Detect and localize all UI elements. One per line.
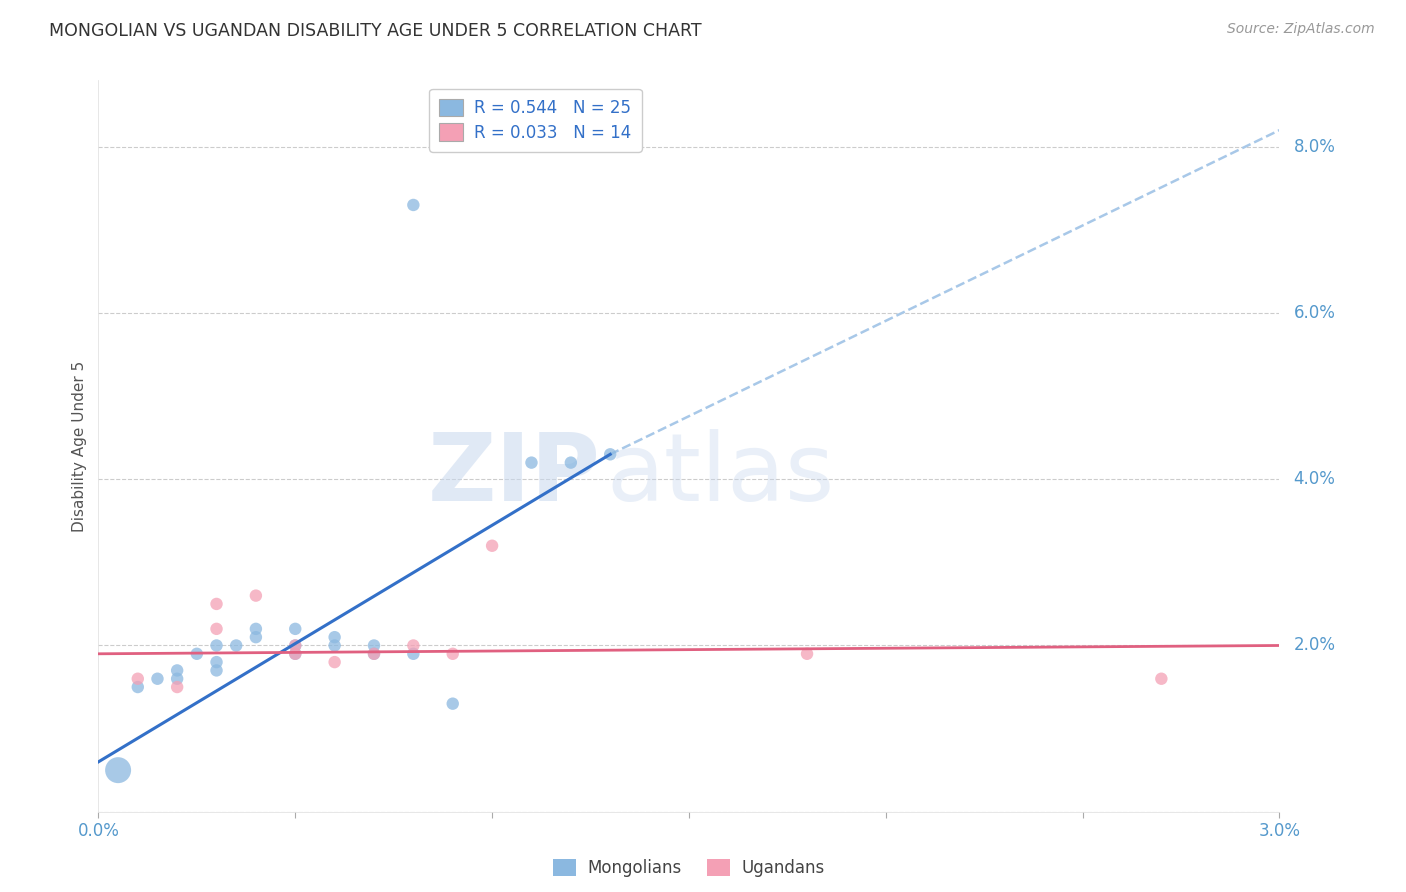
Point (323, 639, 346, 653)
Point (284, 622, 307, 636)
Point (481, 539, 503, 553)
Point (205, 655, 228, 669)
Point (205, 622, 228, 636)
Text: 4.0%: 4.0% (1294, 470, 1336, 488)
Point (284, 639, 307, 653)
Point (245, 589, 267, 603)
Point (284, 647, 307, 661)
Point (166, 664, 188, 678)
Point (1150, 672, 1173, 686)
Point (205, 639, 228, 653)
Text: 8.0%: 8.0% (1294, 137, 1336, 156)
Point (402, 639, 425, 653)
Point (245, 630, 267, 644)
Point (402, 647, 425, 661)
Text: 2.0%: 2.0% (1294, 637, 1336, 655)
Point (225, 639, 247, 653)
Point (402, 198, 425, 212)
Point (323, 655, 346, 669)
Legend: Mongolians, Ugandans: Mongolians, Ugandans (546, 853, 832, 884)
Point (127, 672, 149, 686)
Point (166, 680, 188, 694)
Y-axis label: Disability Age Under 5: Disability Age Under 5 (72, 360, 87, 532)
Point (441, 697, 464, 711)
Text: atlas: atlas (606, 429, 835, 521)
Point (363, 647, 385, 661)
Point (363, 647, 385, 661)
Point (127, 680, 149, 694)
Point (520, 456, 543, 470)
Point (205, 597, 228, 611)
Text: Source: ZipAtlas.com: Source: ZipAtlas.com (1227, 22, 1375, 37)
Point (796, 647, 818, 661)
Point (284, 647, 307, 661)
Point (441, 647, 464, 661)
Point (166, 672, 188, 686)
Point (560, 456, 582, 470)
Point (186, 647, 208, 661)
Point (599, 447, 621, 461)
Point (245, 622, 267, 636)
Point (146, 672, 169, 686)
Text: 6.0%: 6.0% (1294, 304, 1336, 322)
Point (363, 639, 385, 653)
Text: MONGOLIAN VS UGANDAN DISABILITY AGE UNDER 5 CORRELATION CHART: MONGOLIAN VS UGANDAN DISABILITY AGE UNDE… (49, 22, 702, 40)
Point (205, 664, 228, 678)
Point (107, 763, 129, 777)
Text: ZIP: ZIP (427, 429, 600, 521)
Point (284, 639, 307, 653)
Point (323, 630, 346, 644)
